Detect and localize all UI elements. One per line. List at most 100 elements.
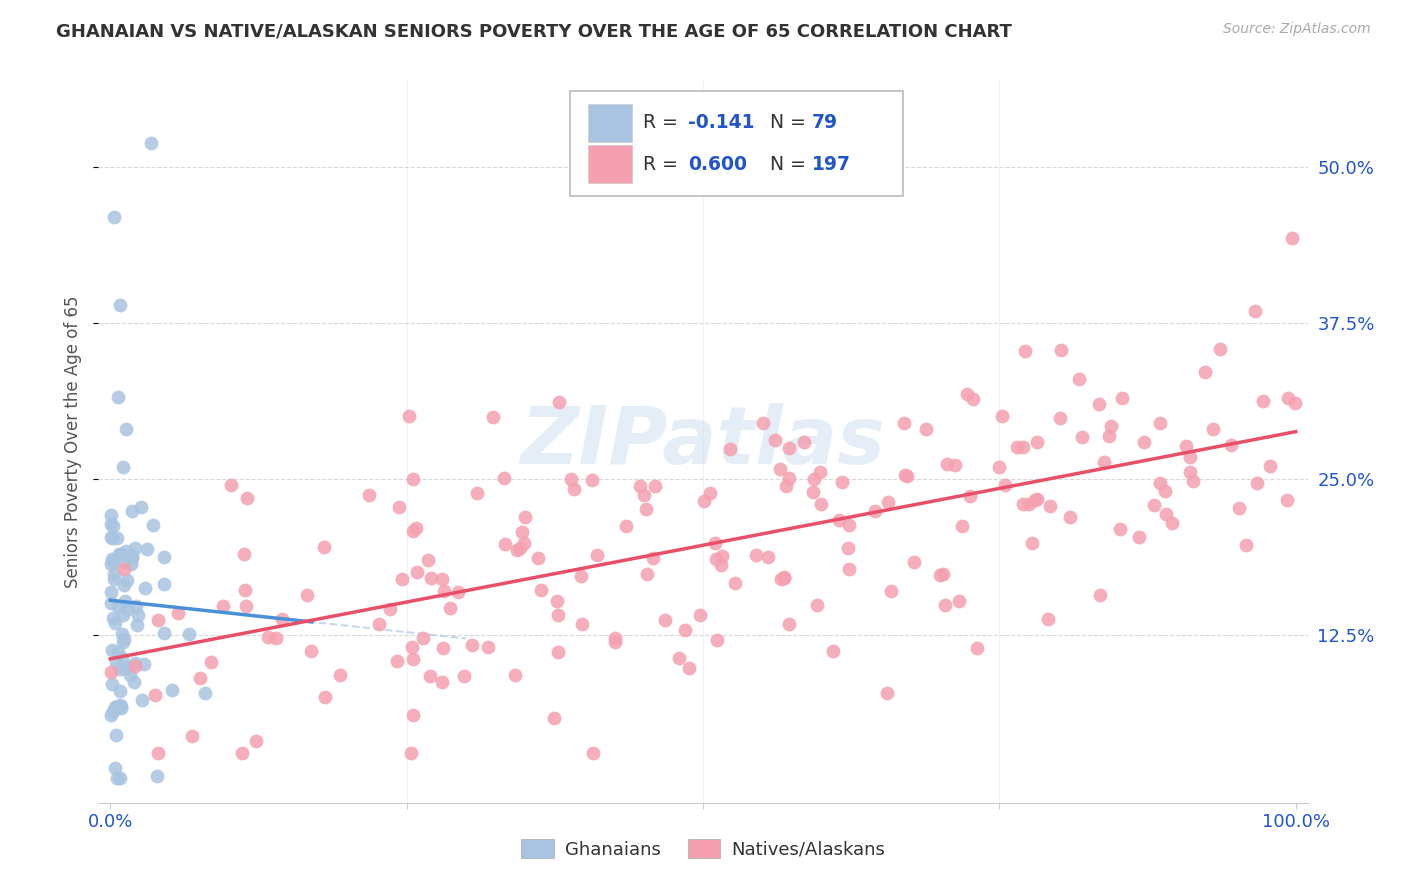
Point [718, 442, 741, 457]
Point [838, 562, 860, 576]
Point [929, 568, 952, 582]
Point [115, 422, 138, 436]
Point [543, 710, 565, 724]
Point [108, 547, 131, 561]
Point [121, 504, 143, 518]
Point [1175, 439, 1198, 453]
Point [603, 634, 626, 648]
Point [398, 409, 420, 423]
Point [433, 584, 456, 599]
Point [110, 684, 132, 698]
Point [402, 524, 425, 538]
Point [143, 688, 166, 702]
Point [745, 548, 768, 562]
Point [948, 594, 970, 608]
Point [107, 645, 129, 659]
Point [1277, 493, 1299, 508]
Point [752, 416, 775, 430]
Point [706, 552, 728, 566]
Point [148, 613, 170, 627]
Point [314, 541, 336, 555]
Point [778, 471, 800, 485]
Point [1024, 493, 1046, 508]
Point [810, 497, 832, 511]
Point [709, 558, 731, 572]
Point [419, 571, 441, 585]
Point [477, 640, 499, 654]
Point [935, 457, 957, 471]
Point [112, 562, 135, 576]
Text: 79: 79 [811, 113, 838, 132]
Point [100, 508, 122, 522]
Point [112, 635, 135, 649]
Point [1156, 507, 1178, 521]
Point [402, 708, 425, 723]
Point [1099, 419, 1122, 434]
Point [1026, 434, 1049, 449]
Point [1007, 440, 1029, 454]
Point [200, 655, 222, 669]
Point [103, 211, 125, 225]
Point [419, 668, 441, 682]
Point [778, 617, 800, 632]
Point [530, 583, 553, 598]
Text: R =: R = [643, 113, 683, 132]
Point [506, 543, 529, 558]
Text: -0.141: -0.141 [689, 113, 755, 132]
Point [121, 550, 143, 565]
Point [111, 460, 134, 475]
Point [724, 576, 747, 591]
Point [104, 615, 127, 630]
Point [256, 630, 278, 644]
Point [100, 596, 122, 610]
Point [503, 668, 526, 682]
Point [112, 578, 135, 592]
Point [111, 608, 134, 623]
Point [693, 493, 716, 508]
Point [110, 701, 132, 715]
Point [212, 599, 235, 613]
Point [391, 572, 413, 586]
Point [1142, 498, 1164, 512]
Point [633, 488, 655, 502]
Point [402, 472, 425, 486]
Point [118, 667, 141, 681]
Point [689, 608, 711, 623]
Point [152, 626, 174, 640]
Point [863, 504, 886, 518]
Point [994, 478, 1017, 492]
Point [299, 644, 322, 658]
Point [793, 435, 815, 450]
Point [108, 662, 131, 676]
Point [831, 475, 853, 490]
Point [387, 500, 409, 514]
Point [1194, 365, 1216, 379]
Point [546, 593, 568, 607]
Point [401, 746, 423, 760]
Point [673, 623, 696, 637]
Text: N =: N = [769, 154, 811, 174]
Point [112, 632, 135, 646]
Point [828, 513, 851, 527]
Point [966, 640, 988, 655]
Point [152, 549, 174, 564]
Point [357, 488, 380, 502]
Point [160, 682, 183, 697]
Point [1071, 430, 1094, 444]
Point [132, 657, 155, 671]
Point [100, 585, 122, 599]
Point [142, 517, 165, 532]
Point [1234, 538, 1257, 552]
Point [644, 479, 666, 493]
Point [1181, 474, 1204, 488]
Point [453, 669, 475, 683]
Point [1251, 394, 1274, 409]
Point [103, 572, 125, 586]
Point [775, 479, 797, 493]
Point [510, 525, 533, 540]
Point [1128, 530, 1150, 544]
Point [1011, 496, 1033, 510]
Point [104, 655, 127, 669]
Point [893, 467, 915, 482]
Point [103, 566, 125, 581]
